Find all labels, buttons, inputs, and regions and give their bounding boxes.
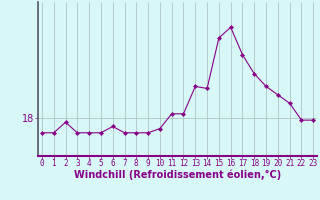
X-axis label: Windchill (Refroidissement éolien,°C): Windchill (Refroidissement éolien,°C) bbox=[74, 170, 281, 180]
